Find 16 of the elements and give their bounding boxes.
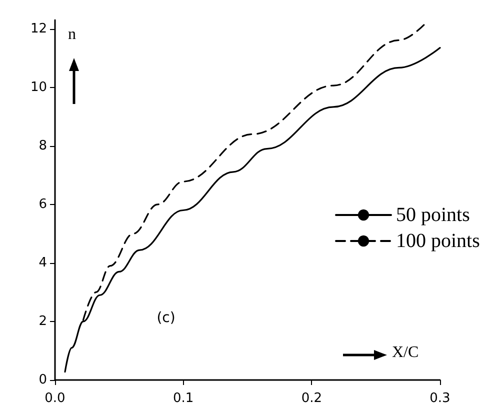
y-tick-label: 2: [38, 314, 47, 329]
legend-label: 100 points: [396, 230, 480, 252]
x-tick-label: 0.3: [430, 391, 450, 406]
x-tick-label: 0.2: [301, 391, 322, 406]
y-tick-label: 8: [38, 138, 47, 154]
y-tick-label: 4: [38, 255, 47, 270]
y-tick-label: 0: [38, 372, 47, 388]
x-tick-label: 0.0: [44, 391, 66, 406]
annotation: (c): [156, 310, 176, 326]
x-axis-title: X/C: [392, 344, 419, 362]
y-tick-label: 6: [38, 196, 47, 212]
x-tick-label: 0.1: [172, 391, 194, 406]
y-tick-label: 12: [30, 21, 47, 36]
legend-label: 50 points: [396, 204, 470, 226]
y-tick-label: 10: [30, 80, 47, 95]
y-axis-title: n: [68, 26, 76, 44]
